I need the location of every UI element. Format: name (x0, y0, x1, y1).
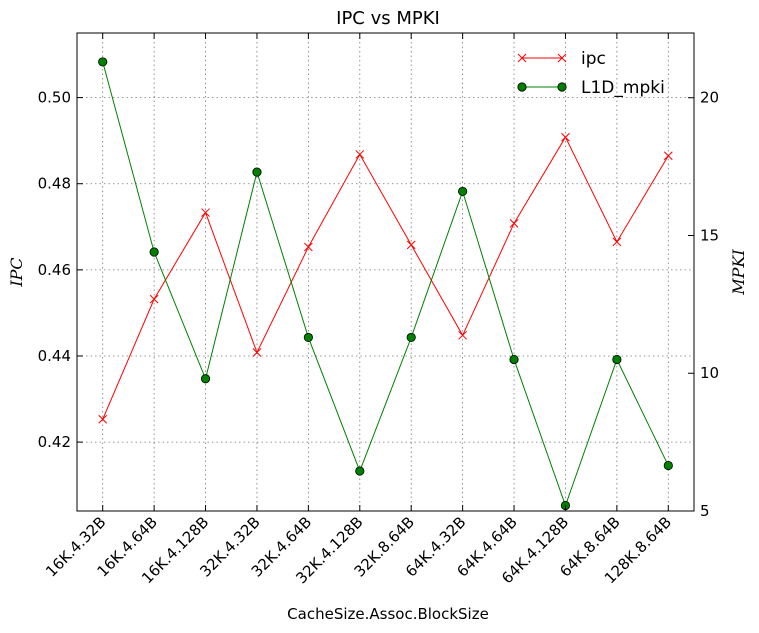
y-right-tick-label: 5 (700, 502, 710, 520)
marker-stroke (663, 151, 673, 161)
data-point-L1D_mpki (663, 460, 673, 471)
legend: ipc L1D_mpki (517, 49, 665, 98)
legend-entry-L1D_mpki: L1D_mpki (517, 78, 665, 98)
series-layer (98, 57, 673, 511)
y-left-tick-label: 0.46 (38, 261, 71, 279)
data-point-L1D_mpki (509, 354, 519, 365)
y-left-tick-label: 0.48 (38, 175, 71, 193)
y-right-tick-label: 15 (700, 226, 719, 244)
data-point-ipc (458, 330, 467, 340)
marker-stroke (517, 53, 527, 63)
data-point-L1D_mpki (98, 57, 108, 67)
series-L1D_mpki (98, 57, 673, 511)
y-axis-right-label: MPKI (729, 249, 748, 296)
data-point-L1D_mpki (355, 466, 365, 476)
data-point-L1D_mpki (149, 247, 159, 257)
data-point-L1D_mpki (458, 186, 468, 197)
legend-marker (517, 82, 527, 92)
legend-marker (557, 82, 567, 92)
series-ipc (98, 132, 673, 424)
data-point-ipc (355, 150, 365, 159)
legend-marker (557, 53, 567, 63)
marker-stroke (304, 242, 313, 252)
y-left-tick-label: 0.50 (38, 89, 71, 107)
marker-stroke (612, 237, 622, 247)
data-point-ipc (98, 414, 108, 424)
y-left-tick-label: 0.42 (38, 433, 71, 451)
chart-title: IPC vs MPKI (336, 8, 440, 29)
marker-stroke (98, 414, 108, 424)
data-point-ipc (149, 294, 159, 304)
legend-entry-ipc: ipc (517, 49, 606, 69)
marker-stroke (406, 240, 416, 250)
series-line-ipc (102, 136, 669, 420)
data-point-ipc (561, 132, 570, 142)
y-left-tick-label: 0.44 (38, 347, 71, 365)
series-line-L1D_mpki (102, 61, 669, 507)
data-point-ipc (612, 237, 622, 247)
axes: 16K.4.32B16K.4.64B16K.4.128B32K.4.32B32K… (38, 33, 719, 587)
data-point-ipc (663, 151, 673, 161)
data-point-ipc (509, 218, 519, 228)
data-point-ipc (304, 242, 313, 252)
marker-stroke (252, 348, 262, 357)
data-point-L1D_mpki (200, 374, 211, 384)
legend-label: L1D_mpki (581, 78, 665, 98)
marker-stroke (509, 218, 519, 228)
legend-marker (517, 53, 527, 63)
data-point-L1D_mpki (612, 354, 622, 365)
data-point-ipc (252, 348, 262, 357)
data-point-L1D_mpki (252, 167, 262, 177)
y-right-tick-label: 20 (700, 89, 719, 107)
y-axis-left-label: IPC (7, 257, 26, 287)
legend-label: ipc (581, 49, 606, 69)
marker-stroke (149, 294, 159, 304)
x-axis-label: CacheSize.Assoc.BlockSize (287, 605, 489, 623)
marker-stroke (557, 53, 567, 63)
marker-stroke (355, 150, 365, 159)
marker-stroke (201, 208, 210, 217)
marker-stroke (458, 330, 467, 340)
data-point-ipc (201, 208, 210, 217)
data-point-L1D_mpki (303, 332, 313, 343)
y-right-tick-label: 10 (700, 364, 719, 382)
data-point-ipc (406, 240, 416, 250)
data-point-L1D_mpki (406, 332, 416, 343)
marker-stroke (561, 132, 570, 142)
plot-frame (76, 32, 695, 512)
grid (77, 33, 694, 511)
